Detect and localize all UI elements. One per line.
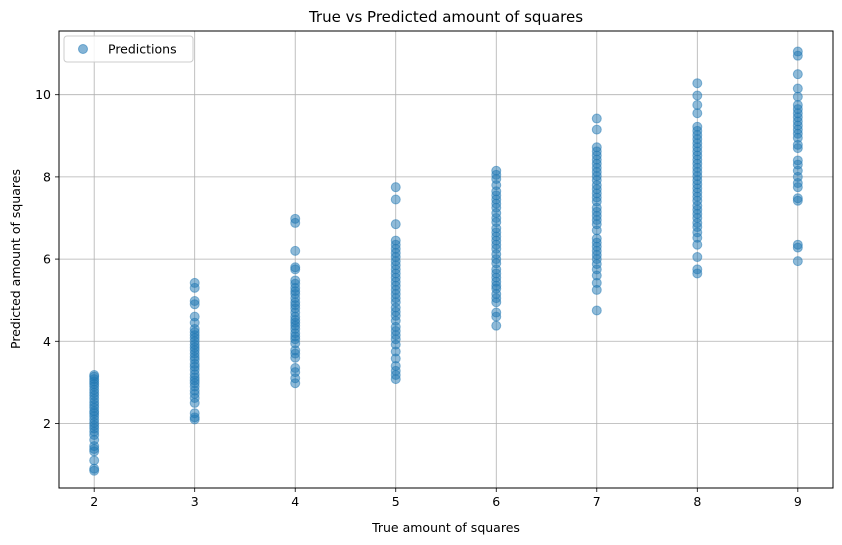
data-point [792, 256, 803, 267]
data-point [290, 213, 301, 224]
data-point [792, 99, 803, 110]
data-point [591, 113, 602, 124]
data-point [591, 305, 602, 316]
data-point [189, 277, 200, 288]
y-axis-label: Predicted amount of squares [8, 169, 23, 349]
legend-label: Predictions [108, 42, 177, 57]
data-point [792, 155, 803, 166]
data-point [390, 235, 401, 246]
data-point [692, 99, 703, 110]
data-point [491, 307, 502, 318]
x-tick-label: 8 [693, 494, 701, 509]
x-tick-label: 4 [291, 494, 299, 509]
data-points [89, 46, 803, 476]
y-tick-label: 10 [35, 87, 51, 102]
data-point [290, 262, 301, 273]
x-tick-label: 9 [794, 494, 802, 509]
data-point [591, 142, 602, 153]
data-point [792, 239, 803, 250]
axis-ticks: 2 3 4 5 6 7 8 9 2 4 6 8 10 [35, 87, 802, 509]
data-point [491, 165, 502, 176]
y-tick-label: 4 [43, 334, 51, 349]
data-point [591, 124, 602, 135]
data-point [390, 182, 401, 193]
legend-marker-icon [78, 44, 88, 54]
data-point [189, 296, 200, 307]
data-point [792, 69, 803, 80]
data-point [792, 193, 803, 204]
data-point [692, 90, 703, 101]
y-tick-label: 6 [43, 252, 51, 267]
data-point [390, 219, 401, 230]
legend: Predictions [63, 35, 194, 63]
data-point [89, 455, 100, 466]
data-point [792, 91, 803, 102]
chart-title: True vs Predicted amount of squares [308, 8, 583, 26]
data-point [89, 369, 100, 380]
y-tick-label: 2 [43, 416, 51, 431]
data-point [792, 46, 803, 57]
data-point [591, 233, 602, 244]
data-point [290, 275, 301, 286]
data-point [692, 78, 703, 89]
data-point [792, 83, 803, 94]
x-axis-label: True amount of squares [371, 520, 520, 535]
data-point [390, 194, 401, 205]
data-point [491, 320, 502, 331]
x-tick-label: 2 [90, 494, 98, 509]
data-point [692, 121, 703, 132]
y-tick-label: 8 [43, 169, 51, 184]
data-point [692, 252, 703, 263]
data-point [692, 108, 703, 119]
x-tick-label: 3 [191, 494, 199, 509]
data-point [89, 465, 100, 476]
data-point [189, 311, 200, 322]
x-tick-label: 5 [392, 494, 400, 509]
axes-frame [58, 30, 834, 489]
x-tick-label: 7 [593, 494, 601, 509]
data-point [290, 245, 301, 256]
data-point [290, 362, 301, 373]
legend-box [63, 35, 194, 63]
data-point [692, 264, 703, 275]
x-tick-label: 6 [492, 494, 500, 509]
data-point [189, 408, 200, 419]
